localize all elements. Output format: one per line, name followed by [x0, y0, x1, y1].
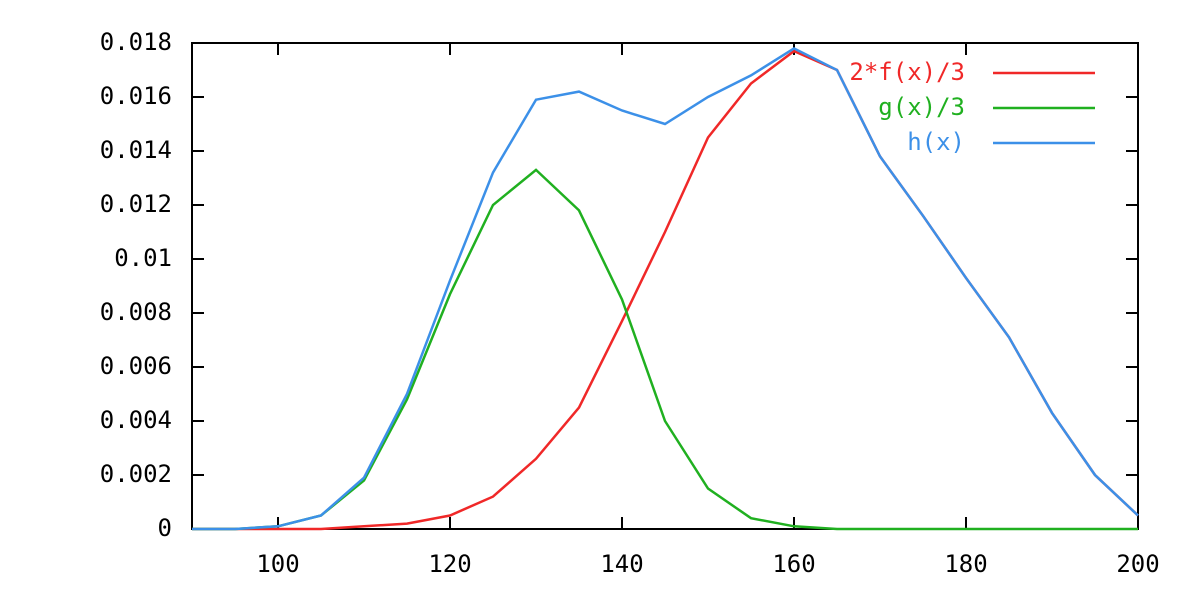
x-tick-label: 200 [1116, 550, 1159, 578]
series-line [192, 46, 1139, 531]
plot-border [191, 42, 1139, 530]
y-tick-label: 0.006 [100, 352, 172, 380]
x-tick-label: 120 [428, 550, 471, 578]
y-tick-label: 0.01 [114, 244, 172, 272]
x-tick-label: 100 [256, 550, 299, 578]
y-tick-label: 0.014 [100, 136, 172, 164]
legend-label: h(x) [907, 128, 965, 156]
y-tick-label: 0.002 [100, 460, 172, 488]
y-tick-label: 0.018 [100, 28, 172, 56]
y-tick-label: 0 [158, 514, 172, 542]
x-tick-label: 140 [600, 550, 643, 578]
legend-label: 2*f(x)/3 [849, 58, 965, 86]
y-tick-label: 0.004 [100, 406, 172, 434]
y-tick-label: 0.012 [100, 190, 172, 218]
series-line [192, 168, 1138, 531]
y-tick-label: 0.016 [100, 82, 172, 110]
x-tick-label: 160 [772, 550, 815, 578]
y-tick-label: 0.008 [100, 298, 172, 326]
x-tick-label: 180 [944, 550, 987, 578]
legend-label: g(x)/3 [878, 93, 965, 121]
